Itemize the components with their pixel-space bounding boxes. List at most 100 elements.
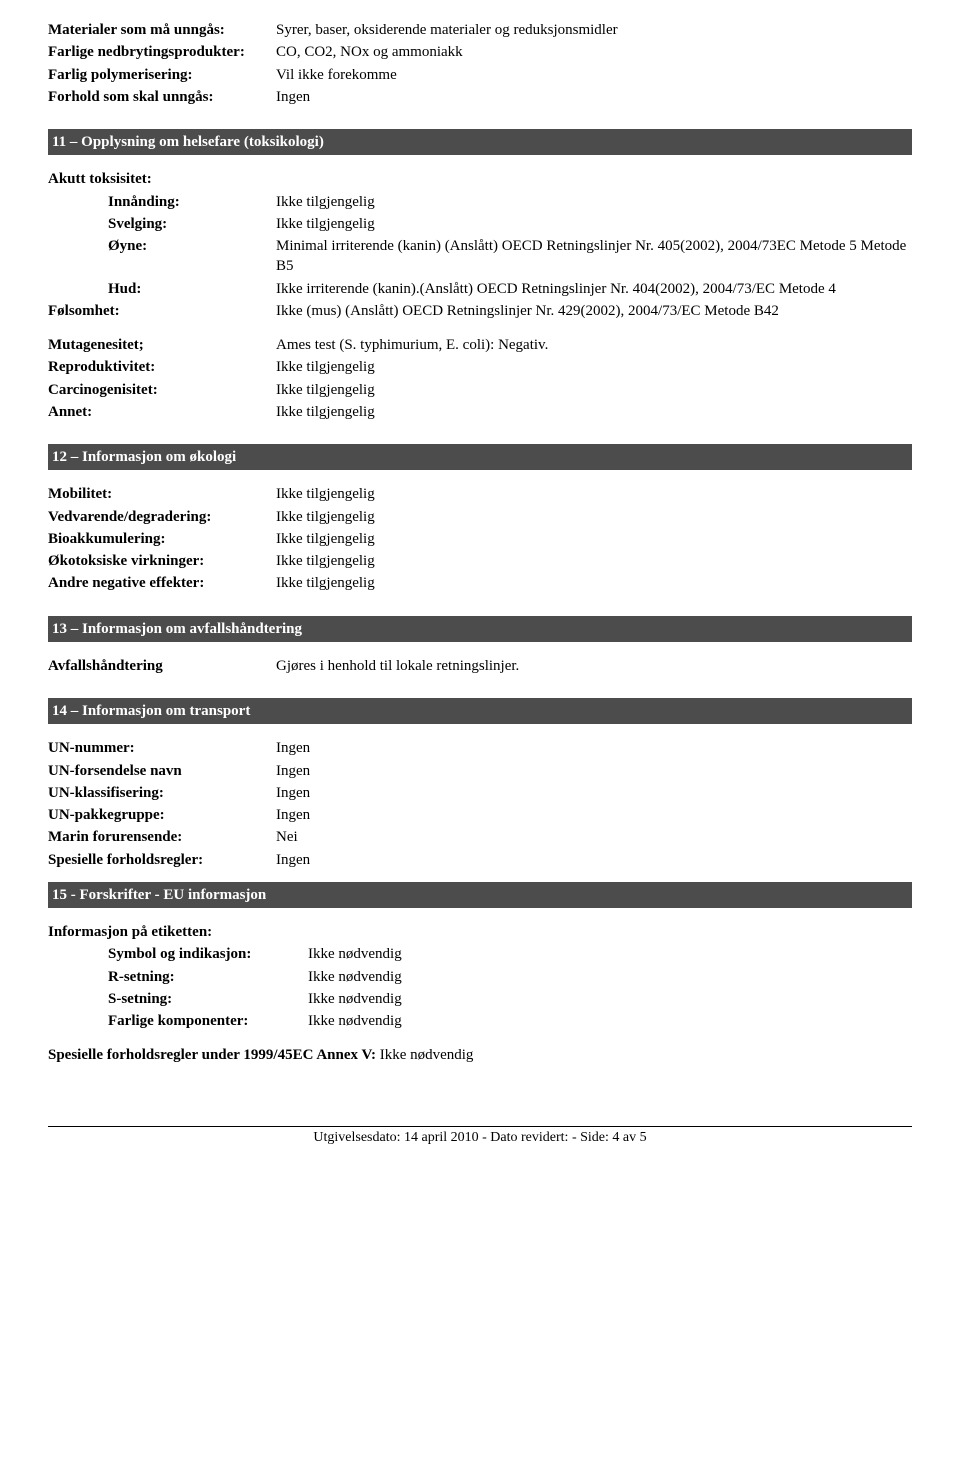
ecology-label: Andre negative effekter:	[48, 573, 276, 593]
acute-value: Minimal irriterende (kanin) (Anslått) OE…	[276, 236, 912, 277]
sensitivity-value: Ikke (mus) (Anslått) OECD Retningslinjer…	[276, 301, 912, 321]
extra-row: Carcinogenisitet: Ikke tilgjengelig	[48, 380, 912, 400]
ecology-row: Mobilitet: Ikke tilgjengelig	[48, 484, 912, 504]
transport-label: UN-pakkegruppe:	[48, 805, 276, 825]
extra-label: Annet:	[48, 402, 276, 422]
extra-label: Carcinogenisitet:	[48, 380, 276, 400]
waste-block: Avfallshåndtering Gjøres i henhold til l…	[48, 656, 912, 676]
acute-row: Innånding: Ikke tilgjengelig	[108, 192, 912, 212]
top-value: Syrer, baser, oksiderende materialer og …	[276, 20, 912, 40]
top-row: Farlige nedbrytingsprodukter: CO, CO2, N…	[48, 42, 912, 62]
transport-label: Marin forurensende:	[48, 827, 276, 847]
top-row: Materialer som må unngås: Syrer, baser, …	[48, 20, 912, 40]
section-15-title: 15 - Forskrifter - EU informasjon	[48, 882, 912, 908]
waste-row: Avfallshåndtering Gjøres i henhold til l…	[48, 656, 912, 676]
top-row: Farlig polymerisering: Vil ikke forekomm…	[48, 65, 912, 85]
acute-label: Innånding:	[108, 192, 276, 212]
transport-value: Ingen	[276, 850, 912, 870]
extra-row: Mutagenesitet; Ames test (S. typhimurium…	[48, 335, 912, 355]
sensitivity-block: Følsomhet: Ikke (mus) (Anslått) OECD Ret…	[48, 301, 912, 321]
special-precautions: Spesielle forholdsregler under 1999/45EC…	[48, 1045, 912, 1065]
ecology-block: Mobilitet: Ikke tilgjengelig Vedvarende/…	[48, 484, 912, 593]
label-info-label: Symbol og indikasjon:	[108, 944, 308, 964]
label-info-value: Ikke nødvendig	[308, 944, 912, 964]
label-info-value: Ikke nødvendig	[308, 967, 912, 987]
special-precautions-value: Ikke nødvendig	[380, 1047, 474, 1063]
extra-label: Mutagenesitet;	[48, 335, 276, 355]
label-info-row: Farlige komponenter: Ikke nødvendig	[108, 1011, 912, 1031]
section-12-title: 12 – Informasjon om økologi	[48, 444, 912, 470]
transport-row: UN-pakkegruppe: Ingen	[48, 805, 912, 825]
top-row: Forhold som skal unngås: Ingen	[48, 87, 912, 107]
transport-block: UN-nummer: Ingen UN-forsendelse navn Ing…	[48, 738, 912, 870]
transport-row: UN-klassifisering: Ingen	[48, 783, 912, 803]
label-info-value: Ikke nødvendig	[308, 989, 912, 1009]
ecology-label: Bioakkumulering:	[48, 529, 276, 549]
label-info-row: S-setning: Ikke nødvendig	[108, 989, 912, 1009]
page-footer: Utgivelsesdato: 14 april 2010 - Dato rev…	[48, 1126, 912, 1148]
section-13-title: 13 – Informasjon om avfallshåndtering	[48, 616, 912, 642]
extra-value: Ames test (S. typhimurium, E. coli): Neg…	[276, 335, 912, 355]
top-label: Farlig polymerisering:	[48, 65, 276, 85]
ecology-label: Vedvarende/degradering:	[48, 507, 276, 527]
ecology-label: Økotoksiske virkninger:	[48, 551, 276, 571]
ecology-value: Ikke tilgjengelig	[276, 573, 912, 593]
extra-tox-block: Mutagenesitet; Ames test (S. typhimurium…	[48, 335, 912, 422]
label-info-block: Symbol og indikasjon: Ikke nødvendig R-s…	[48, 944, 912, 1031]
label-info-label: Farlige komponenter:	[108, 1011, 308, 1031]
sensitivity-row: Følsomhet: Ikke (mus) (Anslått) OECD Ret…	[48, 301, 912, 321]
waste-value: Gjøres i henhold til lokale retningslinj…	[276, 656, 912, 676]
extra-label: Reproduktivitet:	[48, 357, 276, 377]
acute-toxicity-block: Innånding: Ikke tilgjengelig Svelging: I…	[48, 192, 912, 299]
ecology-row: Bioakkumulering: Ikke tilgjengelig	[48, 529, 912, 549]
extra-value: Ikke tilgjengelig	[276, 357, 912, 377]
label-info-value: Ikke nødvendig	[308, 1011, 912, 1031]
acute-value: Ikke irriterende (kanin).(Anslått) OECD …	[276, 279, 912, 299]
label-info-label: S-setning:	[108, 989, 308, 1009]
top-block: Materialer som må unngås: Syrer, baser, …	[48, 20, 912, 107]
top-value: CO, CO2, NOx og ammoniakk	[276, 42, 912, 62]
transport-row: Spesielle forholdsregler: Ingen	[48, 850, 912, 870]
transport-value: Ingen	[276, 761, 912, 781]
waste-label: Avfallshåndtering	[48, 656, 276, 676]
acute-toxicity-heading: Akutt toksisitet:	[48, 169, 912, 189]
ecology-value: Ikke tilgjengelig	[276, 529, 912, 549]
top-label: Materialer som må unngås:	[48, 20, 276, 40]
section-14-title: 14 – Informasjon om transport	[48, 698, 912, 724]
acute-label: Øyne:	[108, 236, 276, 277]
ecology-value: Ikke tilgjengelig	[276, 484, 912, 504]
section-11-title: 11 – Opplysning om helsefare (toksikolog…	[48, 129, 912, 155]
transport-label: UN-klassifisering:	[48, 783, 276, 803]
label-info-heading: Informasjon på etiketten:	[48, 922, 912, 942]
ecology-value: Ikke tilgjengelig	[276, 507, 912, 527]
transport-row: UN-forsendelse navn Ingen	[48, 761, 912, 781]
transport-label: UN-nummer:	[48, 738, 276, 758]
acute-value: Ikke tilgjengelig	[276, 214, 912, 234]
extra-value: Ikke tilgjengelig	[276, 402, 912, 422]
ecology-row: Økotoksiske virkninger: Ikke tilgjengeli…	[48, 551, 912, 571]
top-label: Farlige nedbrytingsprodukter:	[48, 42, 276, 62]
special-precautions-label: Spesielle forholdsregler under 1999/45EC…	[48, 1047, 376, 1063]
label-info-row: Symbol og indikasjon: Ikke nødvendig	[108, 944, 912, 964]
top-label: Forhold som skal unngås:	[48, 87, 276, 107]
transport-row: Marin forurensende: Nei	[48, 827, 912, 847]
transport-row: UN-nummer: Ingen	[48, 738, 912, 758]
top-value: Vil ikke forekomme	[276, 65, 912, 85]
ecology-row: Vedvarende/degradering: Ikke tilgjengeli…	[48, 507, 912, 527]
extra-row: Annet: Ikke tilgjengelig	[48, 402, 912, 422]
acute-label: Svelging:	[108, 214, 276, 234]
acute-row: Svelging: Ikke tilgjengelig	[108, 214, 912, 234]
label-info-row: R-setning: Ikke nødvendig	[108, 967, 912, 987]
transport-label: UN-forsendelse navn	[48, 761, 276, 781]
ecology-row: Andre negative effekter: Ikke tilgjengel…	[48, 573, 912, 593]
transport-value: Ingen	[276, 805, 912, 825]
acute-row: Øyne: Minimal irriterende (kanin) (Anslå…	[108, 236, 912, 277]
top-value: Ingen	[276, 87, 912, 107]
transport-label: Spesielle forholdsregler:	[48, 850, 276, 870]
transport-value: Nei	[276, 827, 912, 847]
ecology-label: Mobilitet:	[48, 484, 276, 504]
acute-label: Hud:	[108, 279, 276, 299]
extra-row: Reproduktivitet: Ikke tilgjengelig	[48, 357, 912, 377]
label-info-label: R-setning:	[108, 967, 308, 987]
acute-row: Hud: Ikke irriterende (kanin).(Anslått) …	[108, 279, 912, 299]
